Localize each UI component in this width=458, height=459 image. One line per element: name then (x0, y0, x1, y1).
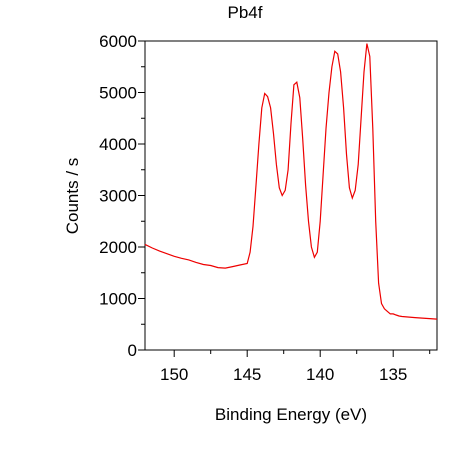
series-line (144, 43, 438, 320)
y-axis-ticks: 0 1000 2000 3000 4000 5000 6000 (99, 32, 145, 360)
chart-title: Pb4f (228, 3, 263, 22)
x-tick-label: 150 (160, 365, 188, 384)
x-axis-label: Binding Energy (eV) (215, 405, 367, 424)
plot-area: 150 145 140 135 0 1000 2000 3000 4000 5000 6000 (99, 32, 438, 384)
y-tick-label: 1000 (99, 290, 137, 309)
plot-frame (144, 40, 438, 351)
y-tick-label: 6000 (99, 32, 137, 51)
y-tick-label: 2000 (99, 238, 137, 257)
y-tick-label: 3000 (99, 187, 137, 206)
y-tick-label: 4000 (99, 135, 137, 154)
x-tick-label: 145 (233, 365, 261, 384)
y-tick-label: 0 (128, 341, 137, 360)
y-axis-label: Counts / s (63, 158, 82, 235)
x-tick-label: 140 (306, 365, 334, 384)
y-tick-label: 5000 (99, 84, 137, 103)
x-tick-label: 135 (379, 365, 407, 384)
x-axis-ticks: 150 145 140 135 (160, 350, 431, 384)
